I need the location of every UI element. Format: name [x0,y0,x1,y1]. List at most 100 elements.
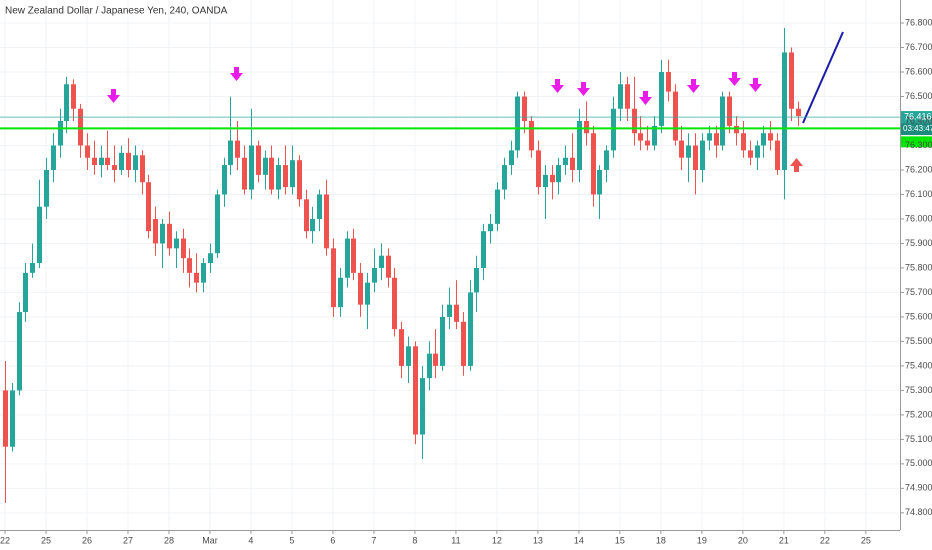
candle-body [297,160,302,200]
candle-body [146,182,151,232]
candle-body [597,169,602,195]
candle-body [679,140,684,158]
candle-body [58,120,63,146]
down-arrows [107,67,762,105]
arrow-down [107,89,120,103]
candle-body [782,52,787,170]
candle-body [112,165,117,170]
candle-body [105,157,110,166]
candle-body [796,108,801,117]
y-tick-label: 76.400 [905,115,932,125]
chart-title: New Zealand Dollar / Japanese Yen, 240, … [5,6,228,17]
candle-body [420,378,425,435]
candle-body [386,255,391,278]
candle-body [71,84,76,109]
y-tick-label: 75.700 [905,287,932,297]
candle-body [358,272,363,305]
candle-body [481,231,486,268]
x-tick-label: 20 [738,535,748,545]
arrow-up [790,158,803,172]
y-tick-label: 76.700 [905,42,932,52]
last-price-label: 76.416 [904,111,932,121]
candle-body [659,72,664,126]
arrow-down [551,79,564,93]
x-tick-label: 12 [492,535,502,545]
candle-body [700,140,705,170]
candle-body [133,155,138,170]
y-tick-label: 76.500 [905,91,932,101]
x-tick-label: 27 [123,535,133,545]
candle-body [632,108,637,134]
candle-body [324,194,329,249]
candle-body [556,165,561,183]
candle-body [502,165,507,190]
y-tick-label: 75.300 [905,385,932,395]
candle-body [23,272,28,313]
candle-body [235,140,240,158]
candle-body [604,150,609,170]
candle-body [242,157,247,190]
y-tick-label: 75.800 [905,262,932,272]
candle-body [276,165,281,190]
x-tick-label: Mar [202,535,218,545]
arrow-down [728,72,741,86]
y-tick-label: 75.200 [905,409,932,419]
y-tick-label: 76.000 [905,213,932,223]
candle-body [263,157,268,175]
x-tick-label: 7 [371,535,376,545]
candles [3,27,801,504]
candle-body [351,238,356,273]
candle-body [775,140,780,170]
candle-body [474,267,479,293]
candle-body [10,390,15,447]
candle-body [215,194,220,254]
candle-body [625,84,630,109]
y-tick-label: 76.100 [905,189,932,199]
candle-body [727,96,732,126]
candle-body [427,353,432,379]
candle-body [392,277,397,330]
y-tick-label: 76.800 [905,17,932,27]
candle-body [543,174,548,188]
candle-body [577,120,582,170]
candle-body [563,157,568,166]
candle-body [461,321,466,366]
candle-body [160,223,165,244]
candle-body [570,157,575,170]
candle-body [638,133,643,141]
candle-body [755,145,760,158]
candle-body [365,282,370,305]
x-tick-label: 25 [861,535,871,545]
candle-body [283,165,288,188]
candle-body [44,169,49,207]
candle-body [338,277,343,308]
arrow-down [687,79,700,93]
candle-body [201,263,206,283]
candle-body [269,157,274,190]
x-tick-label: 8 [412,535,417,545]
candle-body [92,157,97,166]
arrow-down [230,67,243,81]
y-tick-label: 75.900 [905,238,932,248]
x-tick-label: 18 [656,535,666,545]
trend-line [802,31,844,124]
candle-body [290,160,295,188]
candle-body [345,238,350,278]
candle-body [126,152,131,170]
last-price-box [901,111,932,124]
candle-body [468,292,473,366]
candle-body [208,253,213,264]
candle-body [167,223,172,249]
candle-body [522,96,527,121]
x-tick-label: 26 [82,535,92,545]
candle-body [64,84,69,121]
candle-body [645,140,650,146]
y-tick-label: 75.500 [905,336,932,346]
candle-body [413,346,418,435]
y-tick-label: 76.300 [905,140,932,150]
candle-body [174,238,179,249]
candle-body [591,133,596,195]
x-tick-label: 28 [164,535,174,545]
candle-body [249,145,254,190]
